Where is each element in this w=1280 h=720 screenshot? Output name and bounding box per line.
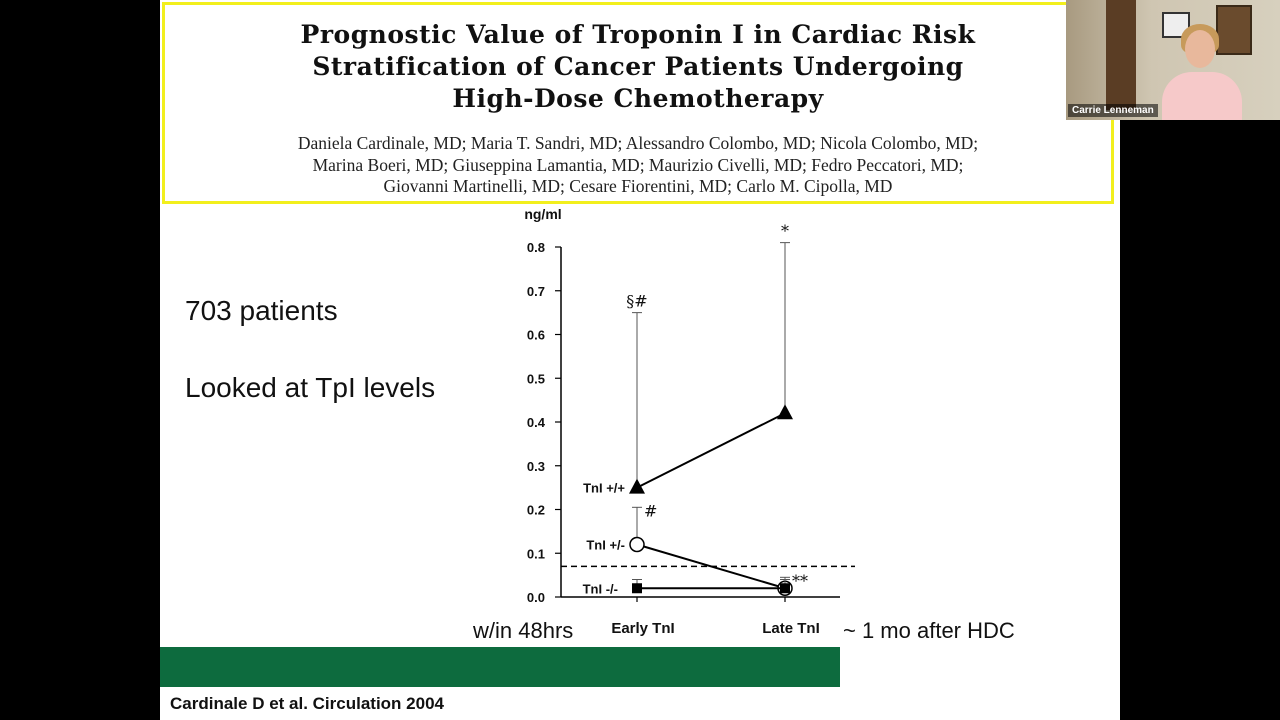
y-tick-label: 0.2 [527, 503, 545, 518]
green-footer-bar [160, 647, 840, 687]
y-tick-label: 0.6 [527, 328, 545, 343]
series-tni-pos-pos-marker [777, 404, 793, 420]
late-timing-label: ~ 1 mo after HDC [843, 618, 1015, 643]
series-tni-pos-neg-line [636, 543, 786, 590]
title-line: High-Dose Chemotherapy [452, 84, 824, 113]
title-line: Prognostic Value of Troponin I in Cardia… [300, 20, 976, 49]
bullet-tpi-levels: Looked at TpI levels [185, 372, 436, 403]
series-tni-pos-pos-line [636, 412, 786, 489]
webcam-video[interactable]: Carrie Lenneman [1066, 0, 1280, 120]
slide: Prognostic Value of Troponin I in Cardia… [160, 0, 1120, 720]
bookshelf [1106, 0, 1136, 110]
x-tick-label: Early TnI [611, 620, 674, 637]
y-tick-label: 0.5 [527, 371, 545, 386]
author-line: Giovanni Martinelli, MD; Cesare Fiorenti… [383, 176, 893, 196]
significance-mark: * [781, 222, 789, 241]
wall-frame [1216, 5, 1252, 55]
participant-name: Carrie Lenneman [1068, 104, 1158, 117]
series-tni-pos-neg-marker [629, 536, 645, 553]
y-tick-label: 0.7 [527, 284, 545, 299]
y-tick-label: 0.3 [527, 459, 545, 474]
series-tni-pos-pos-marker [629, 478, 645, 494]
author-line: Marina Boeri, MD; Giuseppina Lamantia, M… [312, 154, 964, 175]
participant-face [1185, 30, 1215, 68]
slide-title: Prognostic Value of Troponin I in Cardia… [165, 19, 1111, 115]
series-tni-neg-neg-marker [780, 583, 790, 594]
y-axis-label: ng/ml [524, 206, 561, 222]
x-tick-label: Late TnI [762, 620, 820, 637]
significance-mark: # [644, 501, 657, 520]
citation: Cardinale D et al. Circulation 2004 [170, 694, 444, 713]
significance-mark: ** [792, 571, 808, 590]
significance-mark: §# [626, 292, 647, 311]
bullet-patients: 703 patients [185, 295, 338, 326]
troponin-chart: ng/ml 0.0 0.1 0.2 0.3 0.4 0.5 0.6 0.7 0.8 Early Tn… [524, 206, 855, 637]
series-tni-pos-pos-label: TnI +/+ [583, 481, 625, 496]
y-tick-label: 0.4 [527, 415, 546, 430]
series-tni-pos-neg-label: TnI +/- [586, 538, 625, 553]
series-tni-neg-neg-label: TnI -/- [583, 581, 618, 596]
y-tick-label: 0.1 [527, 546, 545, 561]
y-tick-label: 0.0 [527, 590, 545, 605]
author-line: Daniela Cardinale, MD; Maria T. Sandri, … [297, 133, 979, 153]
author-list: Daniela Cardinale, MD; Maria T. Sandri, … [165, 133, 1111, 198]
participant-body [1162, 72, 1242, 120]
y-tick-label: 0.8 [527, 240, 545, 255]
early-timing-label: w/in 48hrs [473, 618, 574, 643]
series-tni-neg-neg-marker [632, 583, 642, 594]
title-box: Prognostic Value of Troponin I in Cardia… [162, 2, 1114, 204]
title-line: Stratification of Cancer Patients Underg… [312, 52, 964, 81]
